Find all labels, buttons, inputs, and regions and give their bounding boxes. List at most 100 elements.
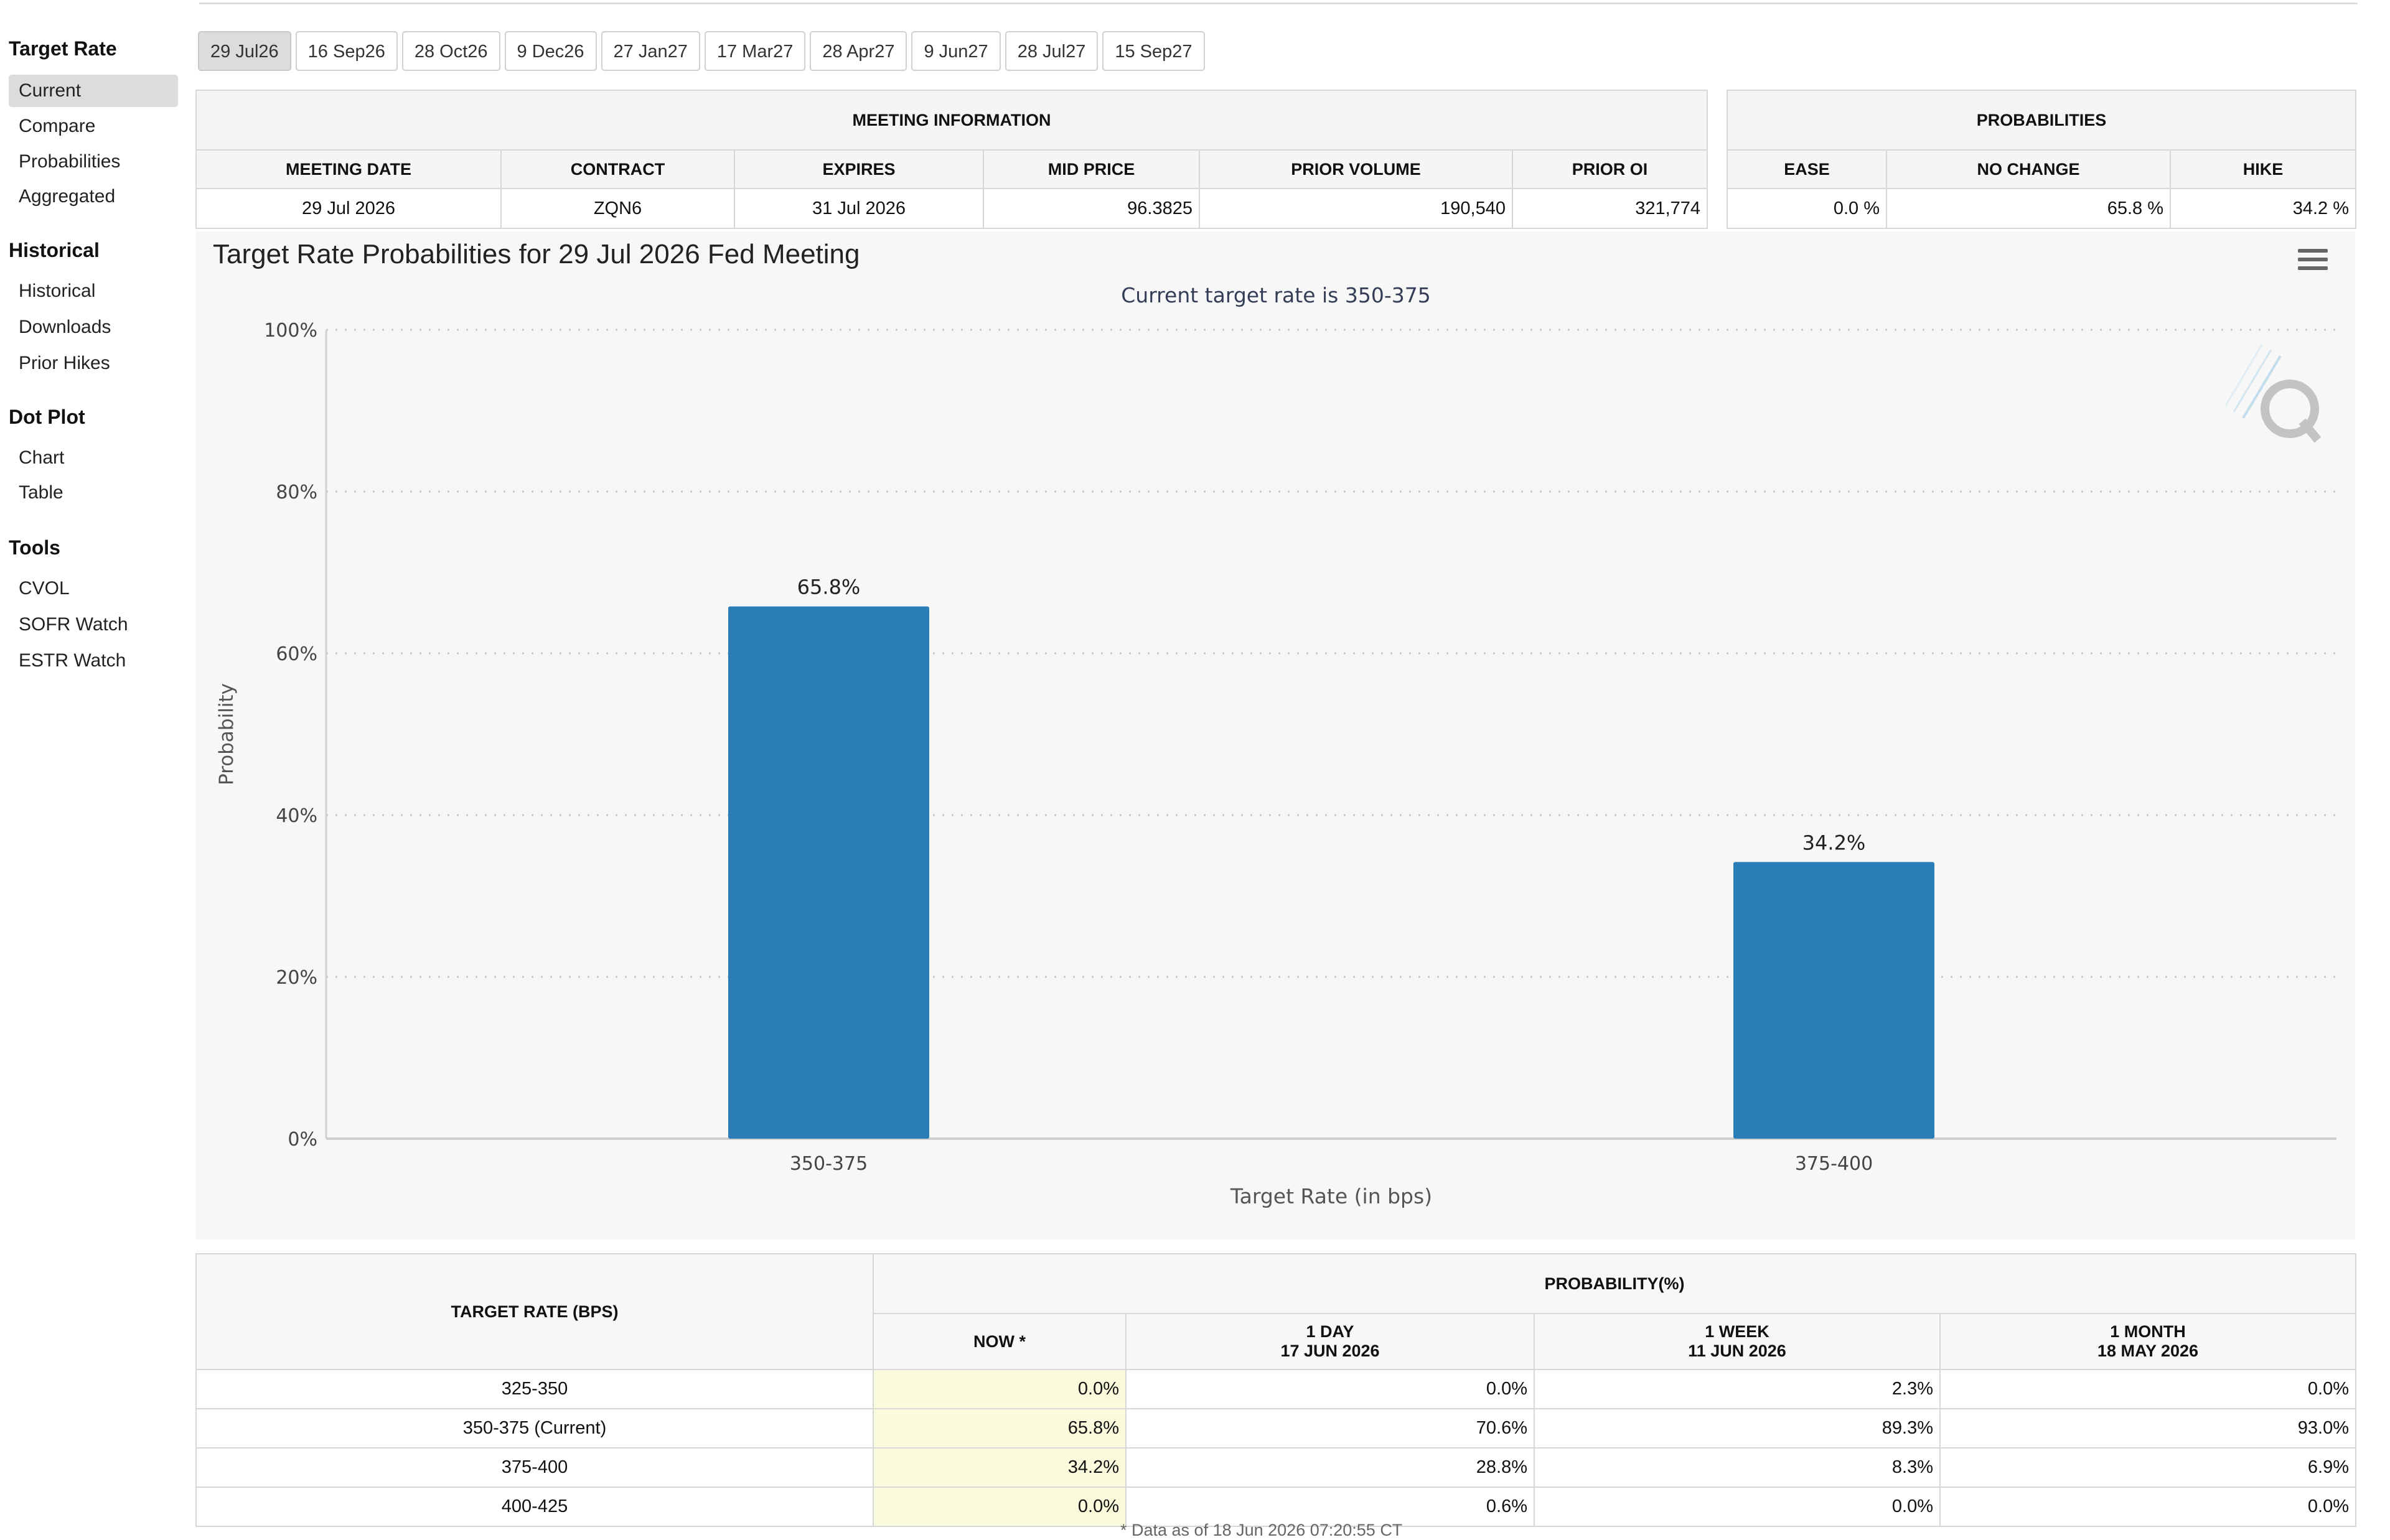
- probability-chart: Current target rate is 350-375 0% 20% 40% 6…: [195, 231, 2355, 1239]
- table-row: 350-375 (Current) 65.8% 70.6% 89.3% 93.0…: [195, 1408, 2356, 1449]
- column-header: PRIOR VOLUME: [1199, 149, 1513, 189]
- one-month-cell: 6.9%: [1939, 1447, 2356, 1488]
- tab-meeting-date[interactable]: 28 Apr27: [810, 31, 907, 71]
- sidebar-item-chart[interactable]: Chart: [19, 447, 65, 468]
- sidebar-item-sofr-watch[interactable]: SOFR Watch: [19, 614, 128, 635]
- sidebar-item-historical[interactable]: Historical: [19, 281, 96, 301]
- column-header: HIKE: [2169, 149, 2357, 189]
- target-rate-probability-table: TARGET RATE (BPS) PROBABILITY(%) NOW * 1…: [195, 1253, 2356, 1527]
- sidebar-item-table[interactable]: Table: [19, 482, 63, 503]
- meeting-info-table: MEETING INFORMATION MEETING DATE CONTRAC…: [195, 90, 1708, 229]
- tab-meeting-date[interactable]: 27 Jan27: [601, 31, 700, 71]
- chart-menu-button[interactable]: [2298, 249, 2328, 274]
- menu-icon: [2298, 258, 2328, 261]
- meeting-date-value: 29 Jul 2026: [195, 188, 502, 229]
- mid-price-value: 96.3825: [983, 188, 1200, 229]
- rate-cell: 375-400: [195, 1447, 874, 1488]
- sidebar-item-downloads[interactable]: Downloads: [19, 317, 111, 337]
- column-header: EXPIRES: [734, 149, 984, 189]
- column-header: PRIOR OI: [1511, 149, 1708, 189]
- rate-cell: 400-425: [195, 1486, 874, 1527]
- menu-icon: [2298, 266, 2328, 270]
- one-day-cell: 28.8%: [1125, 1447, 1535, 1488]
- sidebar-item-estr-watch[interactable]: ESTR Watch: [19, 650, 126, 671]
- contract-value: ZQN6: [500, 188, 735, 229]
- column-header: NO CHANGE: [1886, 149, 2171, 189]
- now-cell: 0.0%: [873, 1486, 1127, 1527]
- tab-meeting-date[interactable]: 9 Dec26: [504, 31, 597, 71]
- one-month-column-header: 1 MONTH 18 MAY 2026: [1939, 1313, 2356, 1370]
- one-day-cell: 70.6%: [1125, 1408, 1535, 1449]
- now-column-header: NOW *: [873, 1313, 1127, 1370]
- one-day-column-header: 1 DAY 17 JUN 2026: [1125, 1313, 1535, 1370]
- no-change-value: 65.8 %: [1886, 188, 2171, 229]
- target-rate-header: TARGET RATE (BPS): [195, 1253, 874, 1370]
- one-week-cell: 2.3%: [1534, 1369, 1941, 1409]
- one-day-cell: 0.6%: [1125, 1486, 1535, 1527]
- one-month-cell: 0.0%: [1939, 1486, 2356, 1527]
- one-month-cell: 93.0%: [1939, 1408, 2356, 1449]
- now-cell: 0.0%: [873, 1369, 1127, 1409]
- sidebar-item-aggregated[interactable]: Aggregated: [19, 186, 116, 207]
- data-timestamp-footnote: * Data as of 18 Jun 2026 07:20:55 CT: [1120, 1521, 1403, 1539]
- one-week-cell: 0.0%: [1534, 1486, 1941, 1527]
- menu-icon: [2298, 249, 2328, 253]
- now-cell: 65.8%: [873, 1408, 1127, 1449]
- column-header: MEETING DATE: [195, 149, 502, 189]
- bar[interactable]: [728, 606, 929, 1139]
- probabilities-title: PROBABILITIES: [1726, 90, 2357, 151]
- sidebar-section-dot-plot: Dot Plot: [9, 406, 85, 428]
- tab-meeting-date[interactable]: 28 Oct26: [401, 31, 500, 71]
- chart-canvas: Current target rate is 350-375 0% 20% 40% 6…: [215, 283, 2336, 1208]
- y-axis-label: Probability: [215, 683, 238, 785]
- one-week-cell: 8.3%: [1534, 1447, 1941, 1488]
- x-axis-label: Target Rate (in bps): [1230, 1184, 1432, 1208]
- meeting-info-title: MEETING INFORMATION: [195, 90, 1708, 151]
- rate-cell: 325-350: [195, 1369, 874, 1409]
- tab-meeting-date[interactable]: 29 Jul26: [198, 31, 291, 71]
- watermark-logo: [2224, 344, 2322, 443]
- y-tick-label: 60%: [276, 643, 317, 665]
- sidebar-item-prior-hikes[interactable]: Prior Hikes: [19, 353, 110, 373]
- tab-meeting-date[interactable]: 15 Sep27: [1102, 31, 1205, 71]
- sidebar-item-probabilities[interactable]: Probabilities: [19, 151, 121, 172]
- y-tick-label: 40%: [276, 805, 317, 827]
- table-row: 375-400 34.2% 28.8% 8.3% 6.9%: [195, 1447, 2356, 1488]
- sidebar-item-compare[interactable]: Compare: [19, 116, 96, 136]
- meeting-date-tabs: 29 Jul26 16 Sep26 28 Oct26 9 Dec26 27 Ja…: [198, 31, 1205, 71]
- table-row: 325-350 0.0% 0.0% 2.3% 0.0%: [195, 1369, 2356, 1409]
- expires-value: 31 Jul 2026: [734, 188, 984, 229]
- ease-value: 0.0 %: [1727, 188, 1887, 229]
- bar[interactable]: [1733, 862, 1934, 1139]
- sidebar-item-current[interactable]: Current: [9, 75, 178, 107]
- chart-title: Target Rate Probabilities for 29 Jul 202…: [213, 239, 860, 269]
- column-header: EASE: [1727, 149, 1887, 189]
- one-day-cell: 0.0%: [1125, 1369, 1535, 1409]
- x-tick-label: 350-375: [790, 1153, 868, 1175]
- table-row: 400-425 0.0% 0.6% 0.0% 0.0%: [195, 1486, 2356, 1527]
- x-tick-label: 375-400: [1795, 1153, 1873, 1175]
- y-tick-label: 80%: [276, 482, 317, 503]
- top-divider: [199, 2, 2358, 4]
- tab-meeting-date[interactable]: 9 Jun27: [911, 31, 1001, 71]
- prior-oi-value: 321,774: [1511, 188, 1708, 229]
- tab-meeting-date[interactable]: 28 Jul27: [1005, 31, 1099, 71]
- tab-meeting-date[interactable]: 16 Sep26: [295, 31, 398, 71]
- y-tick-label: 0%: [288, 1129, 317, 1150]
- y-tick-label: 100%: [264, 320, 317, 342]
- sidebar-section-tools: Tools: [9, 536, 60, 559]
- sidebar-item-cvol[interactable]: CVOL: [19, 578, 70, 599]
- tab-meeting-date[interactable]: 17 Mar27: [704, 31, 806, 71]
- sidebar-section-historical: Historical: [9, 239, 100, 261]
- probabilities-table: PROBABILITIES EASE NO CHANGE HIKE 0.0 % …: [1726, 90, 2357, 229]
- bar-data-label: 34.2%: [1802, 831, 1866, 854]
- y-tick-label: 20%: [276, 967, 317, 989]
- sidebar: Target Rate Current Compare Probabilitie…: [0, 0, 187, 1540]
- column-header: CONTRACT: [500, 149, 735, 189]
- prior-volume-value: 190,540: [1199, 188, 1513, 229]
- rate-cell: 350-375 (Current): [195, 1408, 874, 1449]
- column-header: MID PRICE: [983, 149, 1200, 189]
- probability-group-header: PROBABILITY(%): [873, 1253, 2356, 1314]
- sidebar-section-target-rate: Target Rate: [9, 37, 117, 60]
- one-month-cell: 0.0%: [1939, 1369, 2356, 1409]
